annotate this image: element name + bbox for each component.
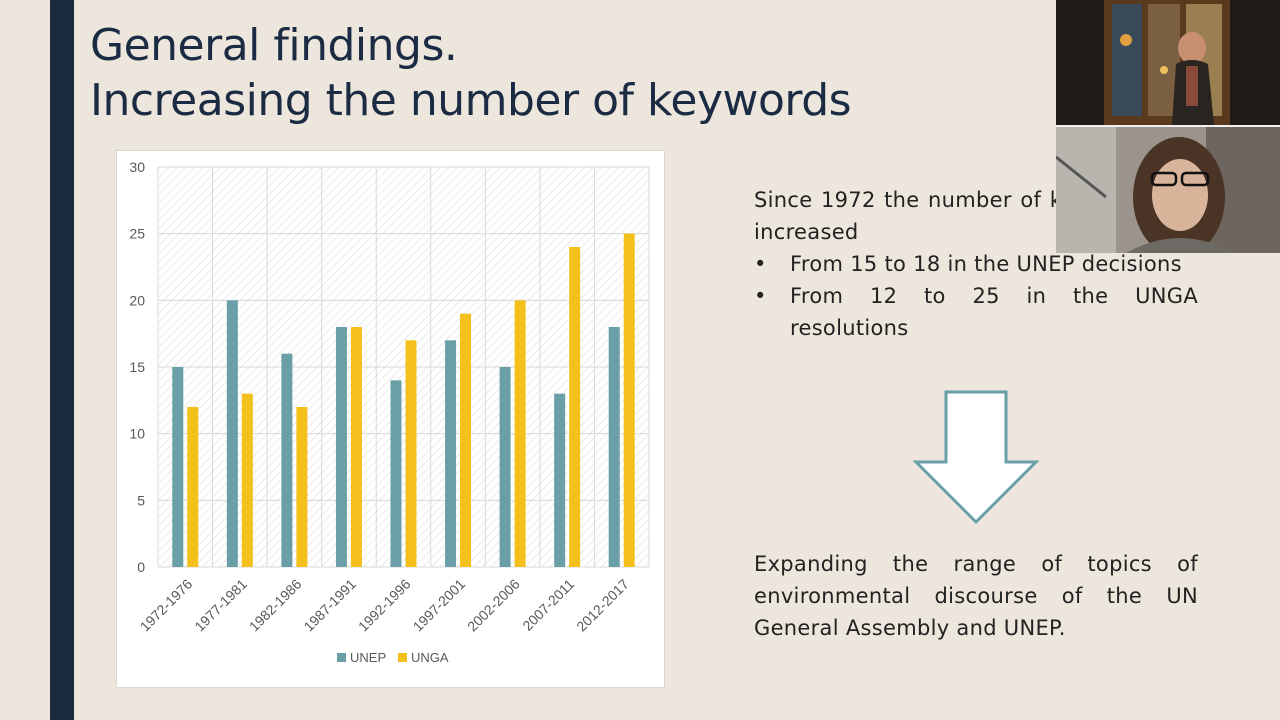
y-tick-label: 25 <box>129 226 145 242</box>
bar-unga-1997-2001 <box>460 313 472 567</box>
y-tick-label: 30 <box>129 159 145 175</box>
x-category-label: 1992-1996 <box>355 576 414 635</box>
legend-unga-swatch <box>398 653 407 662</box>
webcam-divider <box>1056 125 1280 127</box>
bar-unga-2012-2017 <box>623 233 635 567</box>
x-category-label: 2007-2011 <box>519 576 577 634</box>
title-line-1: General findings. <box>90 20 458 71</box>
title-line-2: Increasing the number of keywords <box>90 75 852 126</box>
bar-unep-1972-1976 <box>172 367 184 567</box>
bullet-unga: From 12 to 25 in the UNGA resolutions <box>754 280 1198 344</box>
bar-unep-1992-1996 <box>390 380 402 567</box>
bar-chart: 0 5 10 15 20 25 30 1972-1976 1977-1981 1982-1986… <box>116 150 665 688</box>
legend-unga-label: UNGA <box>411 650 449 665</box>
legend-unep-swatch <box>337 653 346 662</box>
x-category-label: 1997-2001 <box>410 576 469 635</box>
x-category-label: 2012-2017 <box>573 576 632 635</box>
webcam-feed-1 <box>1056 0 1280 125</box>
bar-unga-1972-1976 <box>187 407 199 567</box>
x-category-label: 2002-2006 <box>464 576 523 635</box>
bar-unga-2002-2006 <box>514 300 526 567</box>
bar-unga-1977-1981 <box>241 393 253 567</box>
chart-legend: UNEP UNGA <box>337 650 449 665</box>
bar-unga-1992-1996 <box>405 340 417 567</box>
bar-unep-2007-2011 <box>554 393 566 567</box>
bar-unep-1982-1986 <box>281 353 293 567</box>
x-category-label: 1987-1991 <box>300 576 359 635</box>
bar-unga-2007-2011 <box>569 247 581 567</box>
bar-unep-2002-2006 <box>499 367 511 567</box>
conclusion-text: Expanding the range of topics of environ… <box>754 548 1198 644</box>
bar-unep-1997-2001 <box>445 340 457 567</box>
bullet-unep: From 15 to 18 in the UNEP decisions <box>754 248 1198 280</box>
findings-bullets: From 15 to 18 in the UNEP decisions From… <box>754 248 1198 344</box>
y-tick-label: 0 <box>137 559 145 575</box>
bar-unep-2012-2017 <box>608 327 620 567</box>
y-tick-label: 5 <box>137 492 145 508</box>
y-tick-label: 20 <box>129 292 145 308</box>
slide-title: General findings. Increasing the number … <box>90 18 852 128</box>
bar-unga-1982-1986 <box>296 407 308 567</box>
slide-side-bar <box>50 0 74 720</box>
bar-unga-1987-1991 <box>350 327 362 567</box>
chart-svg: 0 5 10 15 20 25 30 1972-19761977-19811982-1986… <box>129 159 650 665</box>
x-category-label: 1972-1976 <box>137 576 196 635</box>
bar-unep-1977-1981 <box>226 300 238 567</box>
x-category-label: 1982-1986 <box>246 576 305 635</box>
bar-unep-1987-1991 <box>335 327 347 567</box>
x-category-label: 1977-1981 <box>191 576 250 635</box>
y-tick-label: 10 <box>129 426 145 442</box>
legend-unep-label: UNEP <box>350 650 386 665</box>
y-tick-label: 15 <box>129 359 145 375</box>
conclusion-paragraph: Expanding the range of topics of environ… <box>754 552 1198 640</box>
webcam-feed-2 <box>1056 127 1280 253</box>
down-arrow-icon <box>912 390 1040 525</box>
